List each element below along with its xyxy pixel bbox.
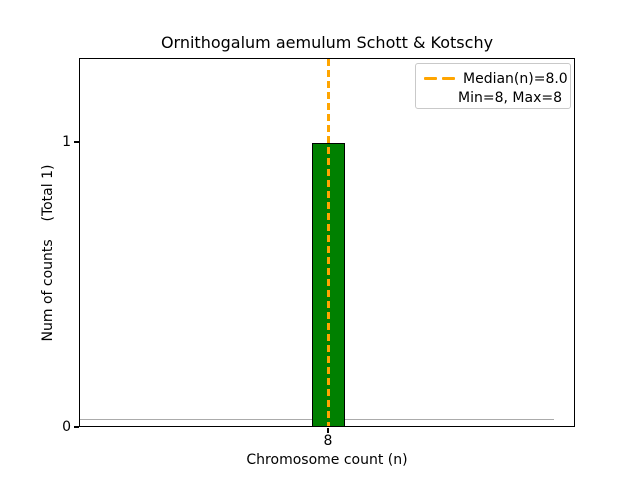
median-vline xyxy=(327,59,330,426)
legend-minmax-label: Min=8, Max=8 xyxy=(458,89,562,106)
legend-median-label: Median(n)=8.0 xyxy=(463,70,568,87)
xtick-mark-8 xyxy=(327,428,329,433)
yaxis-label: Num of counts (Total 1) xyxy=(40,164,56,342)
legend-box: Median(n)=8.0 Min=8, Max=8 xyxy=(415,63,571,109)
legend-row-median: Median(n)=8.0 xyxy=(424,69,568,88)
ytick-mark-1 xyxy=(74,141,79,143)
chart-title: Ornithogalum aemulum Schott & Kotschy xyxy=(160,33,494,52)
ytick-mark-0 xyxy=(74,426,79,428)
ytick-label-1: 1 xyxy=(62,134,71,150)
ytick-label-0: 0 xyxy=(62,419,71,435)
xaxis-label: Chromosome count (n) xyxy=(246,452,408,468)
median-dashed-line-icon xyxy=(424,77,455,80)
xtick-label-8: 8 xyxy=(323,433,333,449)
legend-row-minmax: Min=8, Max=8 xyxy=(424,88,562,107)
